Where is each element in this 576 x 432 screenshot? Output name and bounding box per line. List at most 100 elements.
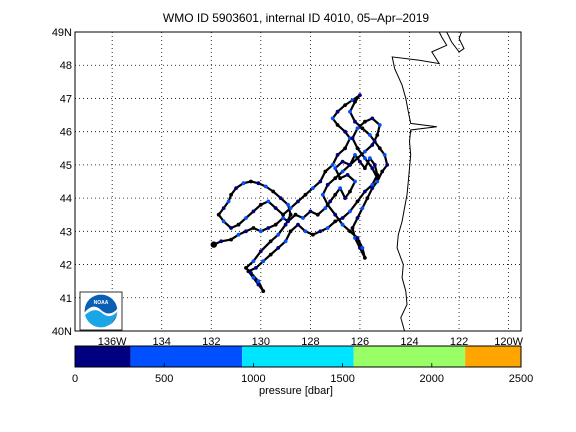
lat-tick-label: 43 [60, 226, 72, 238]
trajectory-point [360, 126, 365, 131]
trajectory-point [385, 163, 390, 167]
trajectory-point [360, 206, 365, 211]
trajectory-start-marker [210, 241, 217, 248]
trajectory-point [355, 126, 360, 131]
colorbar-bin [353, 346, 466, 367]
trajectory-point [234, 186, 239, 191]
colorbar-bin [465, 346, 521, 367]
trajectory-point [348, 109, 352, 114]
trajectory-point [268, 252, 273, 257]
trajectory-point [236, 232, 241, 237]
trajectory-point [241, 181, 246, 186]
trajectory-point [283, 222, 288, 227]
lat-tick-label: 48 [60, 60, 72, 72]
lon-tick-label: 132 [202, 336, 220, 348]
lon-tick-label: 126 [351, 336, 369, 348]
colorbar-tick-label: 2500 [509, 373, 533, 385]
trajectory-point [345, 173, 350, 177]
trajectory-point [335, 109, 340, 114]
trajectory-point [340, 222, 345, 227]
coastline [391, 31, 465, 332]
trajectory-point [340, 169, 345, 174]
lon-tick-label: 128 [301, 336, 319, 348]
trajectory-point [288, 206, 293, 211]
trajectory-point [258, 229, 263, 234]
trajectory-point [276, 246, 281, 250]
trajectory-point [301, 216, 305, 220]
trajectory-point [273, 222, 278, 227]
colorbar-tick-label: 1000 [241, 373, 265, 385]
trajectory-point [338, 186, 342, 191]
trajectory-point [380, 169, 385, 174]
trajectory-point [370, 182, 375, 187]
trajectory-point [251, 275, 256, 280]
trajectory-point [330, 163, 335, 167]
trajectory-point [311, 232, 315, 237]
trajectory-point [303, 229, 308, 234]
noaa-logo: NOAA [79, 291, 123, 331]
trajectory-point [375, 133, 380, 137]
colorbar-tick-label: 2000 [420, 373, 444, 385]
trajectory-point [258, 202, 263, 207]
trajectory-point [365, 196, 370, 201]
lat-tick-label: 44 [60, 193, 72, 205]
trajectory-point [363, 156, 367, 161]
trajectory-point [320, 192, 325, 197]
trajectory-point [254, 266, 258, 270]
trajectory-point [325, 226, 330, 230]
trajectory-point [348, 189, 352, 194]
colorbar-label: pressure [dbar] [259, 385, 333, 397]
trajectory-point [281, 212, 285, 217]
trajectory-point [288, 229, 293, 234]
colorbar-tick-label: 500 [155, 373, 173, 385]
trajectory-point [256, 181, 261, 186]
trajectory-point [353, 179, 357, 184]
trajectory-point [261, 289, 266, 293]
lat-tick-label: 41 [60, 293, 72, 305]
trajectory-point [221, 206, 226, 211]
trajectory-point [350, 226, 355, 230]
trajectory-point [370, 116, 375, 121]
trajectory-point [363, 166, 367, 171]
trajectory-point [370, 186, 375, 191]
trajectory-point [323, 169, 328, 174]
lat-tick-label: 46 [60, 127, 72, 139]
map-frame [74, 31, 522, 332]
trajectory-line [213, 94, 389, 293]
lat-tick-label: 45 [60, 160, 72, 172]
trajectory-point [318, 229, 323, 234]
trajectory-point [244, 266, 248, 270]
trajectory-point [330, 116, 335, 121]
trajectory-point [219, 239, 224, 244]
trajectory-point [296, 199, 300, 204]
lon-tick-label: 130 [252, 336, 270, 348]
map-grid [75, 31, 521, 332]
trajectory-point [328, 199, 333, 204]
trajectory-point [273, 206, 278, 211]
trajectory-point [343, 196, 347, 201]
lat-tick-label: 47 [60, 93, 72, 105]
trajectory-point [372, 163, 377, 167]
trajectory-point [283, 239, 288, 244]
trajectory-point [258, 249, 263, 254]
trajectory-point [377, 146, 382, 151]
lon-tick-label: 136W [98, 336, 127, 348]
trajectory-point [355, 156, 360, 161]
trajectory-point [311, 186, 315, 191]
trajectory-point [350, 136, 355, 141]
trajectory-point [266, 199, 271, 204]
trajectory-point [261, 259, 266, 264]
trajectory-point [286, 202, 290, 207]
trajectory-point [375, 176, 380, 181]
trajectory-point [286, 219, 290, 224]
trajectory-point [229, 192, 234, 197]
map-tick-labels: 40N 41 42 43 44 45 46 47 48 49N 136W 134 132 130 128 12… [52, 27, 524, 348]
trajectory-point [315, 212, 320, 217]
lat-tick-label: 42 [60, 260, 72, 272]
trajectory-point [348, 209, 352, 214]
trajectory-point [355, 236, 360, 240]
trajectory-point [226, 199, 231, 204]
trajectory-point [288, 212, 293, 217]
figure-title: WMO ID 5903601, internal ID 4010, 05–Apr… [163, 11, 429, 25]
